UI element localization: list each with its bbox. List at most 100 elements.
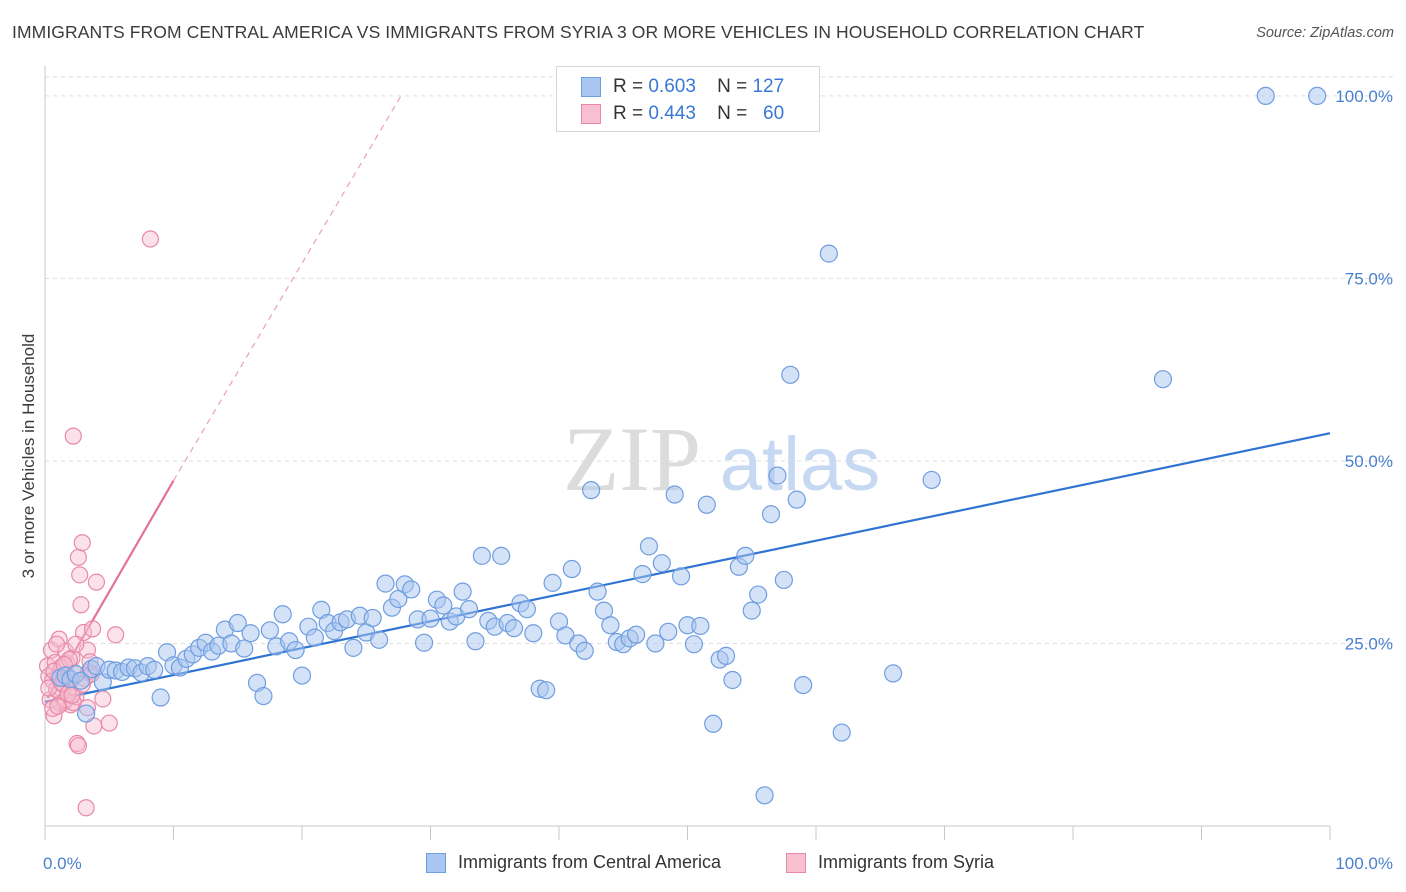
central-america-point — [575, 641, 594, 660]
central-america-point — [434, 596, 453, 615]
central-america-point — [652, 554, 671, 573]
central-america-point — [363, 608, 382, 628]
central-america-point — [305, 628, 324, 647]
central-america-point — [704, 714, 723, 733]
central-america-trend-line — [44, 432, 1331, 703]
bottom-legend-central-america: Immigrants from Central America — [426, 852, 721, 873]
central-america-point — [71, 671, 91, 690]
syria-point — [77, 799, 95, 817]
legend-row-central-america: R = 0.603 N = 127 — [581, 75, 784, 99]
central-america-point — [562, 559, 581, 579]
central-america-point — [781, 365, 800, 384]
legend: R = 0.603 N = 127 R = 0.443 N = 60 — [556, 66, 820, 132]
central-america-point — [228, 613, 247, 633]
y-tick-label: 50.0% — [1345, 452, 1393, 471]
central-america-point — [151, 688, 170, 707]
bottom-legend-label: Immigrants from Central America — [458, 852, 722, 872]
central-america-point — [742, 601, 761, 620]
legend-r-label: R = — [613, 103, 644, 124]
chart-source: Source: ZipAtlas.com — [1256, 25, 1394, 41]
series-syria-points — [38, 230, 159, 817]
central-america-point — [633, 565, 652, 584]
central-america-point — [472, 546, 491, 565]
central-america-point — [1153, 370, 1173, 389]
syria-point — [47, 635, 66, 653]
central-america-point — [556, 626, 575, 645]
central-america-point — [77, 704, 96, 723]
central-america-point — [582, 481, 601, 500]
axes — [44, 66, 1331, 840]
legend-r-value: 0.443 — [648, 103, 696, 124]
syria-point — [64, 427, 82, 445]
syria-point — [67, 635, 85, 653]
watermark: ZIP atlas — [563, 408, 880, 510]
central-america-point — [601, 616, 620, 635]
bottom-legend-swatch-blue — [426, 852, 446, 873]
legend-swatch-pink — [581, 104, 601, 124]
central-america-point — [273, 605, 292, 624]
central-america-point — [492, 546, 511, 565]
bottom-legend-label: Immigrants from Syria — [818, 852, 995, 872]
legend-r-label: R = — [613, 76, 644, 97]
central-america-point — [292, 666, 312, 685]
central-america-point — [794, 675, 813, 695]
central-america-point — [665, 485, 684, 504]
central-america-point — [723, 670, 742, 690]
central-america-point — [286, 640, 305, 660]
x-tick-label: 0.0% — [43, 854, 82, 873]
central-america-point — [922, 470, 941, 490]
x-axis-labels: 0.0% 100.0% — [43, 854, 1393, 873]
central-america-point — [883, 664, 903, 683]
central-america-point — [697, 495, 716, 514]
y-tick-label: 100.0% — [1335, 87, 1393, 106]
central-america-point — [761, 505, 781, 524]
syria-point — [72, 596, 90, 614]
y-axis-title: 3 or more Vehicles in Household — [19, 334, 38, 579]
legend-swatch-blue — [581, 77, 601, 97]
central-america-point — [517, 600, 536, 619]
central-america-point — [145, 660, 164, 679]
y-tick-label: 75.0% — [1345, 269, 1393, 288]
bottom-legend-syria: Immigrants from Syria — [786, 852, 994, 873]
legend-n-label: N = — [717, 103, 748, 124]
syria-point — [73, 534, 91, 552]
central-america-point — [414, 633, 434, 652]
central-america-point — [466, 632, 485, 651]
syria-point — [69, 548, 88, 566]
bottom-legend-swatch-pink — [786, 852, 806, 873]
syria-point — [40, 679, 58, 697]
central-america-point — [524, 624, 543, 643]
legend-n-value: 60 — [763, 103, 785, 124]
central-america-point — [241, 624, 260, 643]
central-america-point — [453, 582, 472, 601]
central-america-point — [716, 646, 736, 665]
central-america-point — [768, 466, 787, 485]
central-america-point — [819, 244, 838, 263]
central-america-point — [755, 786, 774, 805]
central-america-point — [646, 634, 665, 653]
central-america-point — [235, 639, 254, 658]
central-america-point — [504, 619, 524, 638]
central-america-point — [421, 609, 440, 628]
central-america-point — [537, 681, 556, 700]
chart-title: IMMIGRANTS FROM CENTRAL AMERICA VS IMMIG… — [12, 22, 1145, 42]
syria-point — [87, 573, 106, 591]
central-america-point — [659, 622, 678, 641]
grid-lines — [45, 76, 1395, 644]
syria-point — [49, 697, 67, 715]
central-america-point — [370, 630, 389, 649]
legend-n-value: 127 — [752, 76, 785, 97]
x-tick-label: 100.0% — [1335, 854, 1393, 873]
central-america-point — [344, 638, 363, 657]
central-america-point — [402, 580, 421, 599]
syria-point — [83, 620, 102, 638]
central-america-point — [691, 616, 710, 636]
central-america-point — [260, 621, 279, 640]
central-america-point — [671, 567, 691, 586]
series-central-america-points — [51, 86, 1327, 805]
central-america-point — [787, 490, 806, 509]
central-america-point — [376, 574, 395, 593]
y-axis-labels: 25.0% 50.0% 75.0% 100.0% — [1335, 87, 1393, 654]
trend-lines — [44, 95, 1331, 703]
